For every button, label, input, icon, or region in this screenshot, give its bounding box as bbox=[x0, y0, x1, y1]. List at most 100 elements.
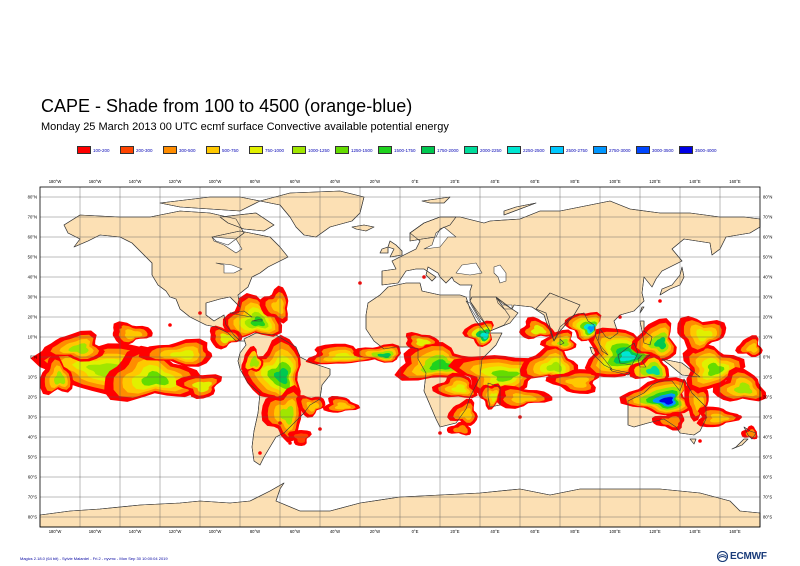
top-lon-label: 100°E bbox=[609, 179, 621, 184]
legend-label: 750-1000 bbox=[265, 147, 285, 153]
left-lat-label: 80°N bbox=[28, 195, 37, 200]
cape-contour-23-4 bbox=[546, 361, 562, 372]
cape-cell-1 bbox=[168, 323, 172, 327]
cape-contour-21-4 bbox=[491, 370, 520, 382]
top-lon-label: 160°E bbox=[729, 179, 741, 184]
cape-contour-38-3 bbox=[696, 328, 713, 342]
right-lat-label: 60°S bbox=[763, 475, 772, 480]
iceland-landmass-coastline bbox=[351, 224, 375, 232]
left-lat-label: 0°N bbox=[30, 355, 37, 360]
top-lon-label: 20°W bbox=[370, 179, 380, 184]
legend-swatch bbox=[507, 146, 521, 154]
top-lon-label: 80°E bbox=[570, 179, 579, 184]
cape-contour-18-3 bbox=[451, 384, 467, 393]
left-lat-label: 60°S bbox=[28, 475, 37, 480]
left-lat-label: 20°N bbox=[28, 315, 37, 320]
ireland-landmass-coastline bbox=[379, 246, 389, 254]
cape-contour-6-3 bbox=[54, 371, 66, 385]
left-lat-label: 20°S bbox=[28, 395, 37, 400]
cape-contour-26-2 bbox=[530, 324, 547, 335]
japan-landmass-coastline bbox=[659, 266, 685, 296]
north-america-landmass-coastline bbox=[63, 210, 289, 342]
bottom-lon-label: 40°E bbox=[490, 529, 499, 534]
caspian-sea bbox=[493, 264, 507, 284]
legend-item-0: 100-200 bbox=[77, 145, 110, 155]
cape-contour-1-4 bbox=[141, 370, 169, 386]
map-frame bbox=[39, 186, 761, 528]
new-guinea-landmass-coastline bbox=[661, 358, 701, 378]
right-lat-label: 20°S bbox=[763, 395, 772, 400]
new-zealand-south-coastline bbox=[731, 438, 749, 450]
legend-item-9: 2000-2250 bbox=[464, 145, 502, 155]
cape-contour-40-2 bbox=[709, 413, 730, 423]
bottom-lon-label: 120°E bbox=[649, 529, 661, 534]
top-lon-label: 40°E bbox=[490, 179, 499, 184]
bottom-lon-label: 60°W bbox=[290, 529, 300, 534]
right-lat-label: 80°N bbox=[763, 195, 772, 200]
right-lat-label: 30°N bbox=[763, 295, 772, 300]
cape-contour-30-6 bbox=[587, 326, 595, 333]
bottom-lon-label: 100°W bbox=[209, 529, 222, 534]
bottom-lon-label: 120°W bbox=[169, 529, 182, 534]
bottom-lon-label: 80°E bbox=[570, 529, 579, 534]
eurasia-landmass-coastline bbox=[381, 200, 761, 356]
legend-label: 3500-4000 bbox=[695, 147, 717, 153]
cape-cell-5 bbox=[658, 299, 662, 303]
bottom-lon-label: 160°W bbox=[89, 529, 102, 534]
legend-swatch bbox=[249, 146, 263, 154]
legend-swatch bbox=[464, 146, 478, 154]
ecmwf-logo: ECMWF bbox=[717, 550, 767, 562]
legend-item-7: 1500-1750 bbox=[378, 145, 416, 155]
bottom-lon-label: 80°W bbox=[250, 529, 260, 534]
bottom-lon-label: 60°E bbox=[530, 529, 539, 534]
cape-contour-28-3 bbox=[489, 393, 498, 402]
legend-item-11: 2500-2750 bbox=[550, 145, 588, 155]
legend-label: 300-500 bbox=[179, 147, 196, 153]
tasmania-landmass-coastline bbox=[689, 438, 697, 445]
legend-label: 2750-3000 bbox=[609, 147, 631, 153]
ecmwf-logo-icon bbox=[717, 550, 728, 562]
bottom-lon-label: 140°W bbox=[129, 529, 142, 534]
new-zealand-north-coastline bbox=[743, 426, 757, 440]
right-lat-label: 70°S bbox=[763, 495, 772, 500]
legend-item-4: 750-1000 bbox=[249, 145, 284, 155]
legend-label: 500-750 bbox=[222, 147, 239, 153]
australia-landmass-coastline bbox=[627, 378, 707, 436]
legend-item-12: 2750-3000 bbox=[593, 145, 631, 155]
java-landmass-coastline bbox=[609, 368, 631, 376]
cape-contour-11-3 bbox=[280, 405, 294, 425]
bottom-lon-label: 20°E bbox=[450, 529, 459, 534]
sumatra-landmass-coastline bbox=[589, 346, 613, 370]
black-sea bbox=[455, 262, 483, 276]
legend-label: 2500-2750 bbox=[566, 147, 588, 153]
hispaniola-landmass-coastline bbox=[251, 318, 263, 322]
great-britain-landmass-coastline bbox=[387, 240, 403, 258]
top-lon-label: 180°W bbox=[49, 179, 62, 184]
cape-contour-14-1 bbox=[293, 433, 309, 443]
bottom-lon-label: 20°W bbox=[370, 529, 380, 534]
footer-metadata: Magics 2.18.0 (64 bit) - Sylvie Malardel… bbox=[20, 556, 168, 561]
left-lat-label: 40°S bbox=[28, 435, 37, 440]
left-lat-label: 10°S bbox=[28, 375, 37, 380]
cape-contour-8-2 bbox=[271, 298, 284, 315]
legend-item-14: 3500-4000 bbox=[679, 145, 717, 155]
right-lat-label: 40°S bbox=[763, 435, 772, 440]
cape-contour-42-2 bbox=[334, 402, 352, 410]
top-lon-label: 60°W bbox=[290, 179, 300, 184]
borneo-landmass-coastline bbox=[617, 342, 639, 366]
scandinavia-fill-coastline bbox=[409, 216, 457, 242]
philippines-landmass-coastline bbox=[639, 320, 653, 346]
cape-contour-10-5 bbox=[273, 367, 289, 385]
top-lon-label: 120°E bbox=[649, 179, 661, 184]
cape-contour-25-2 bbox=[565, 377, 590, 388]
cape-contour-29-6 bbox=[619, 351, 637, 362]
bottom-lon-label: 160°E bbox=[729, 529, 741, 534]
cape-cell-14 bbox=[288, 441, 292, 445]
legend-swatch bbox=[593, 146, 607, 154]
left-lat-label: 60°N bbox=[28, 235, 37, 240]
legend-item-3: 500-750 bbox=[206, 145, 239, 155]
right-lat-label: 30°S bbox=[763, 415, 772, 420]
india-fill-coastline bbox=[535, 292, 581, 342]
cape-contour-35-1 bbox=[660, 416, 680, 428]
left-lat-label: 70°S bbox=[28, 495, 37, 500]
